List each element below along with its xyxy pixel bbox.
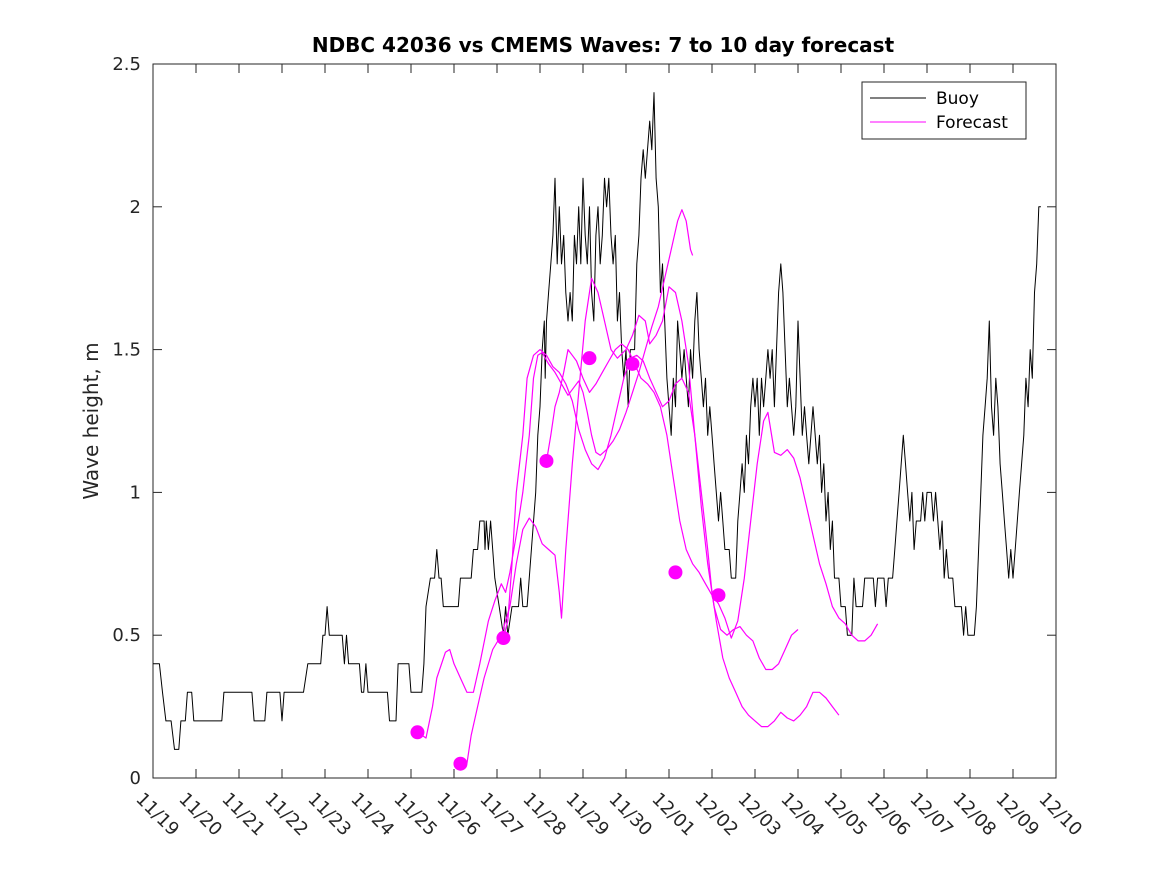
chart-title: NDBC 42036 vs CMEMS Waves: 7 to 10 day f… [312,33,895,57]
legend-entry: Buoy [936,89,979,109]
y-tick-label: 0.5 [112,625,141,646]
forecast-marker [582,351,597,366]
forecast-marker [539,453,554,468]
forecast-marker [711,588,726,603]
forecast-marker [496,631,511,646]
buoy-series-line [153,92,1041,750]
forecast-marker [453,756,468,771]
y-tick-label: 2.5 [112,54,141,75]
forecast-marker [668,565,683,580]
y-tick-label: 1.5 [112,340,141,361]
forecast-series-line [502,349,840,728]
y-axis-label: Wave height, m [79,342,103,499]
y-tick-label: 0 [130,768,141,789]
y-tick-label: 2 [130,197,141,218]
forecast-series-line [545,343,879,642]
legend-box [861,81,1027,140]
plot-area: 11/1911/2011/2111/2211/2311/2411/2511/26… [112,54,1086,840]
forecast-marker [410,725,425,740]
y-tick-label: 1 [130,482,141,503]
axes-box [152,63,1057,779]
forecast-marker [625,356,640,371]
forecast-series-line [460,277,799,765]
legend-entry: Forecast [936,113,1008,133]
